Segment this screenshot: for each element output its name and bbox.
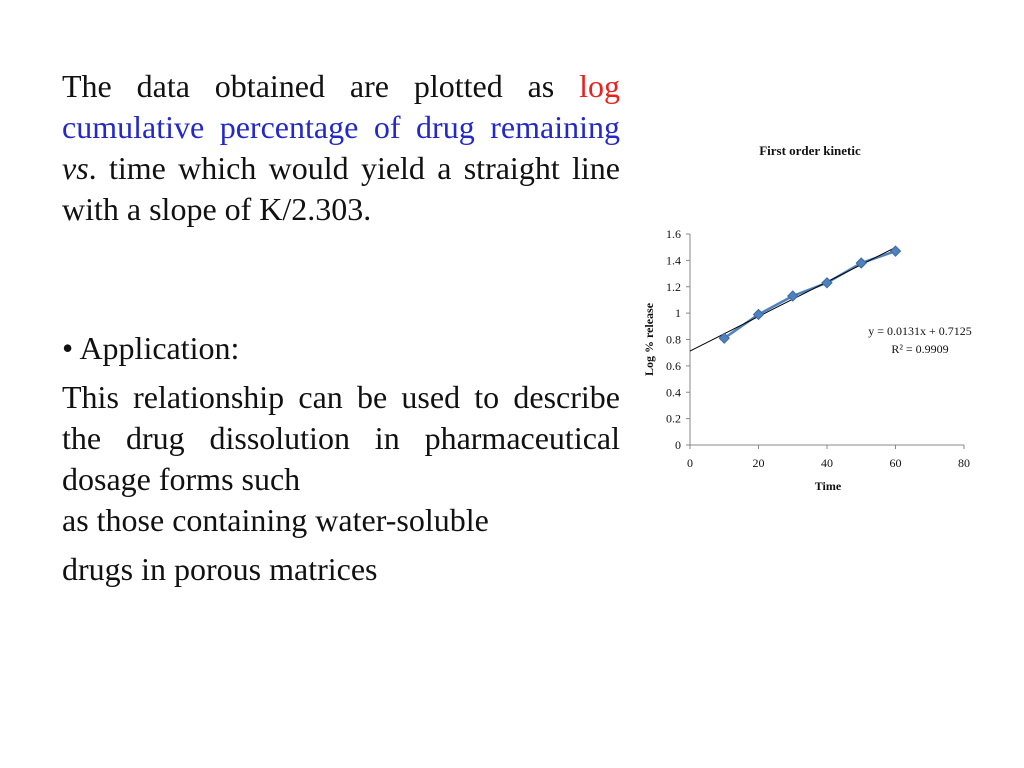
data-point-marker <box>718 332 730 344</box>
trendline-r-squared: R² = 0.9909 <box>891 342 948 356</box>
y-tick-label: 1.2 <box>666 280 681 294</box>
closing-line: drugs in porous matrices <box>62 551 378 587</box>
intro-text-b: . time which would yield a straight line… <box>62 150 620 227</box>
y-tick-label: 0.2 <box>666 412 681 426</box>
x-tick-label: 40 <box>821 456 833 470</box>
cumulative-percentage-highlight: cumulative percentage of drug remaining <box>62 109 620 145</box>
y-tick-label: 0.6 <box>666 359 681 373</box>
data-point-marker <box>855 257 867 269</box>
y-tick-label: 0.8 <box>666 333 681 347</box>
application-bullet: • Application: <box>62 330 240 366</box>
trendline-equation: y = 0.0131x + 0.7125 <box>868 324 972 338</box>
chart-svg: First order kinetic Log % release Time y… <box>642 143 972 493</box>
data-point-marker <box>752 308 765 321</box>
y-tick-label: 1 <box>675 306 681 320</box>
x-tick-label: 60 <box>890 456 902 470</box>
series-line <box>723 249 896 340</box>
application-paragraph: This relationship can be used to describ… <box>62 379 620 497</box>
y-tick-label: 0.4 <box>666 385 681 399</box>
intro-text-a: The data obtained are plotted as <box>62 68 580 104</box>
y-tick-label: 1.6 <box>666 227 681 241</box>
chart-title: First order kinetic <box>759 143 861 158</box>
data-point-marker <box>787 290 799 302</box>
application-paragraph-last-line: as those containing water-soluble <box>62 502 489 538</box>
x-tick-label: 80 <box>958 456 970 470</box>
y-tick-label: 0 <box>675 438 681 452</box>
x-axis-label: Time <box>815 479 842 493</box>
data-point-marker <box>889 245 902 257</box>
intro-paragraph: The data obtained are plotted as log cum… <box>62 66 620 230</box>
x-tick-label: 0 <box>687 456 693 470</box>
vs-italic: vs <box>62 150 89 186</box>
x-tick-label: 20 <box>753 456 765 470</box>
first-order-chart: First order kinetic Log % release Time y… <box>630 130 1010 510</box>
y-axis-label: Log % release <box>642 302 656 376</box>
y-tick-label: 1.4 <box>666 253 681 267</box>
log-highlight: log <box>579 68 620 104</box>
data-point-marker <box>821 277 833 289</box>
